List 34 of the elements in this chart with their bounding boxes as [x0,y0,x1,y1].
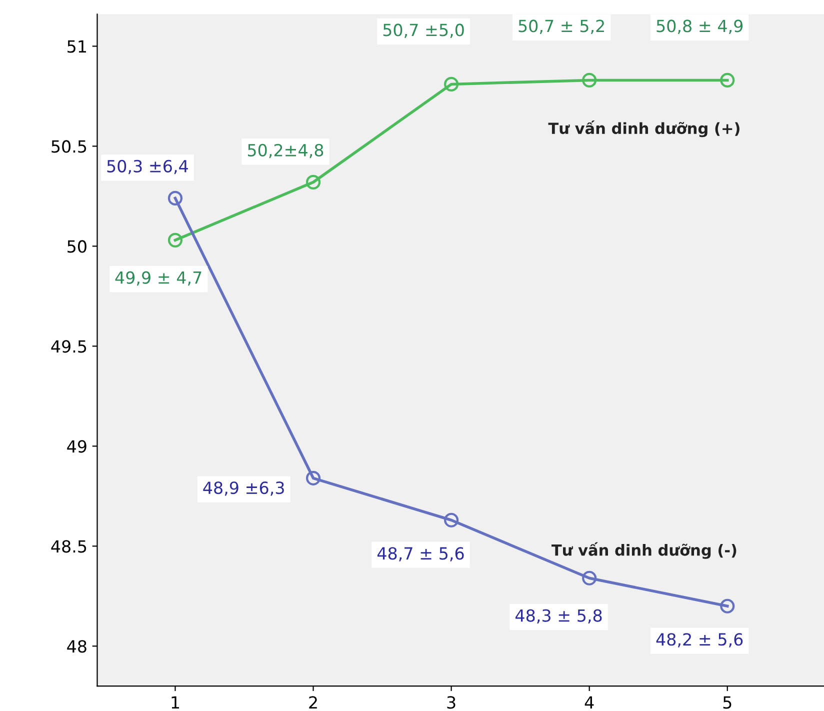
text: Tư vấn dinh dưỡng (+) [548,120,740,138]
y-tick-label: 51 [68,40,86,53]
annotation: 49,9 ± 4,7 [115,271,202,286]
point [306,174,321,190]
point [306,470,321,486]
y-tick-label: 50 [68,240,86,253]
point [720,598,735,614]
annotation: 50,3 ±6,4 [107,160,188,174]
point [720,72,735,88]
point [168,190,183,206]
annotation: 50,7 ± 5,2 [518,20,604,34]
annotation: 50,2±4,8 [248,144,324,158]
point [444,76,459,92]
y-tick-label: 48 [67,640,86,653]
annotation: 50,8 ± 4,9 [656,20,743,34]
point [444,512,459,528]
y-tick-label: 49.5 [51,340,86,353]
x-tick-label: 1 [172,696,179,708]
y-tick-label: 48.5 [51,540,86,553]
y-tick-label: 50.5 [52,140,86,153]
x-tick-label: 2 [309,696,317,708]
point [582,570,597,586]
annotation: 48,3 ± 5,8 [516,609,602,624]
x-tick-label: 5 [723,696,732,709]
annotation: 50,7 ±5,0 [383,24,464,38]
x-tick-label: 3 [447,696,456,709]
annotation: 48,2 ± 5,6 [656,633,743,648]
series-label: Tư vấn dinh dưỡng (-) [552,542,736,559]
point [168,232,183,248]
x-tick-label: 4 [584,696,594,708]
y-tick-label: 49 [67,440,86,453]
annotation: 48,7 ± 5,6 [377,547,464,562]
annotation: 48,9 ±6,3 [203,481,284,496]
point [582,72,597,88]
